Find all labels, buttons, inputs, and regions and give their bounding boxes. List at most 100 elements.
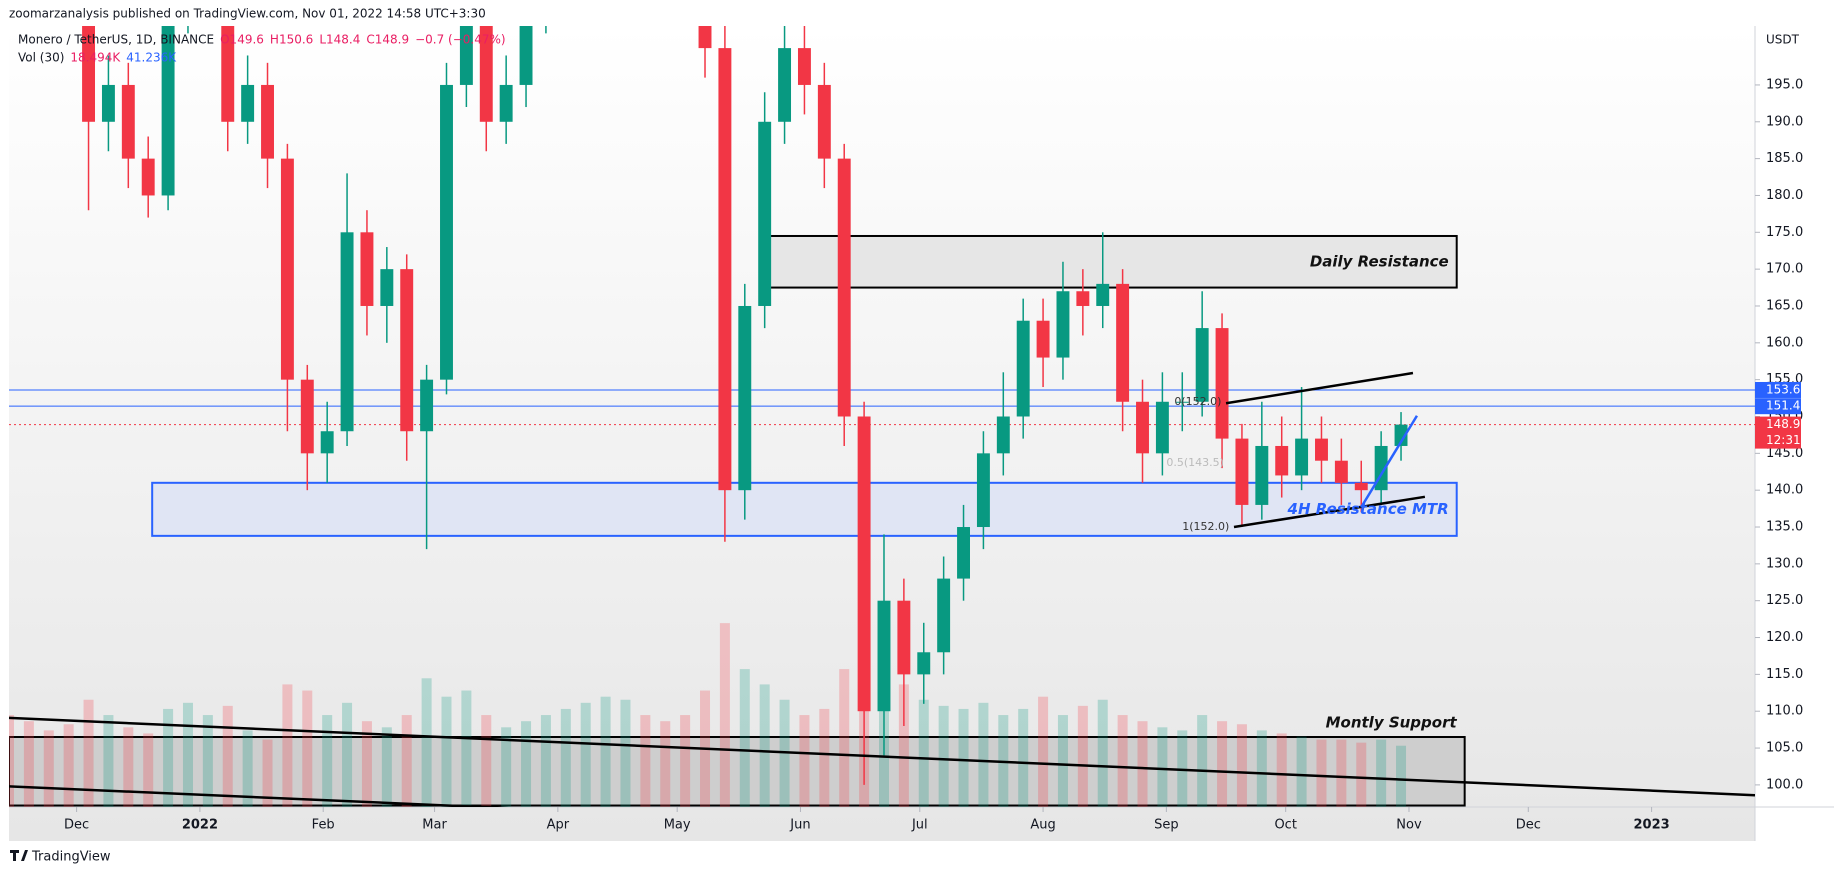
candle-body xyxy=(1255,445,1269,505)
candle-body xyxy=(360,232,374,306)
zone-label: Montly Support xyxy=(1326,714,1458,732)
volume-bar xyxy=(202,715,213,807)
y-tick-label: 135.0 xyxy=(1766,520,1803,535)
price-label-box xyxy=(1755,398,1801,415)
x-tick-label: 2023 xyxy=(1633,818,1669,833)
volume-bar xyxy=(103,715,114,807)
volume-bar xyxy=(600,696,611,807)
candle-body xyxy=(1354,482,1368,491)
x-tick-label: Dec xyxy=(1516,818,1541,833)
volume-bar xyxy=(9,715,14,807)
volume-bar xyxy=(759,684,770,807)
candle-body xyxy=(1315,438,1328,461)
zone-label: Daily Resistance xyxy=(1310,252,1449,270)
y-tick-label: 145.0 xyxy=(1766,446,1803,461)
candle-body xyxy=(1175,401,1189,403)
volume-bar xyxy=(1336,739,1347,807)
candle-body xyxy=(1394,424,1408,446)
trend-line xyxy=(1225,371,1414,405)
y-tick-label: 130.0 xyxy=(1766,556,1803,571)
volume-bar xyxy=(1157,727,1168,807)
volume-bar xyxy=(799,715,810,807)
volume-bar xyxy=(182,702,193,807)
y-tick-label: 120.0 xyxy=(1766,630,1803,645)
trend-line xyxy=(9,785,510,807)
candle-body xyxy=(1235,438,1249,505)
candle-body xyxy=(1275,445,1289,476)
candle-body xyxy=(1155,401,1169,454)
x-tick-label: Sep xyxy=(1154,818,1179,833)
candle-body xyxy=(698,26,712,49)
legend-item: C148.9 xyxy=(366,33,409,47)
candle-body xyxy=(479,26,493,122)
x-tick-label: Feb xyxy=(312,818,335,833)
volume-bar xyxy=(739,669,750,807)
volume-bar xyxy=(918,699,929,807)
trend-line xyxy=(9,716,1755,797)
overlay: Monero / TetherUS, 1D, BINANCE O149.6 H150… xyxy=(18,33,1820,833)
volume-bar xyxy=(580,702,591,807)
volume-bar xyxy=(43,730,54,807)
candle-body xyxy=(261,84,274,159)
candle-body xyxy=(420,379,434,432)
x-tick-label: Jun xyxy=(789,818,810,833)
candle-body xyxy=(937,578,951,653)
candle-body xyxy=(400,269,414,432)
candle-body xyxy=(1016,320,1030,417)
volume-bar xyxy=(1376,739,1387,807)
volume-bar xyxy=(1057,715,1068,807)
volume-bar xyxy=(1117,715,1128,807)
fib-label: 0.5(143.5) xyxy=(1166,456,1224,469)
volume-bar xyxy=(1197,715,1208,807)
volume-bar xyxy=(83,699,94,807)
price-label-box xyxy=(1755,416,1801,449)
candle-body xyxy=(161,26,175,196)
y-tick-label: 180.0 xyxy=(1766,188,1803,203)
y-tick-label: 190.0 xyxy=(1766,114,1803,129)
y-tick-label: 160.0 xyxy=(1766,335,1803,350)
x-tick-label: Apr xyxy=(547,818,570,833)
volume-bar xyxy=(501,727,512,807)
y-axis-title: USDT xyxy=(1766,33,1800,47)
volume-bar xyxy=(1018,708,1029,807)
volume-bar xyxy=(421,678,432,807)
y-tick-label: 185.0 xyxy=(1766,151,1803,166)
candle-body xyxy=(877,600,891,712)
candle-body xyxy=(837,158,851,417)
volume-bar xyxy=(958,708,969,807)
volume-bar xyxy=(63,724,74,807)
candle-body xyxy=(996,416,1010,454)
x-tick-label: Nov xyxy=(1396,818,1422,833)
volume-bar xyxy=(481,715,492,807)
y-tick-label: 105.0 xyxy=(1766,741,1803,756)
volume-bar xyxy=(461,690,472,807)
volume-bar xyxy=(719,623,730,807)
volume-bar xyxy=(322,715,333,807)
candle-body xyxy=(1056,291,1070,358)
candle-body xyxy=(1215,328,1229,439)
candle-body xyxy=(758,121,772,306)
fib-label: 1(152.0) xyxy=(1182,520,1229,533)
candle-body xyxy=(221,26,235,122)
candle-body xyxy=(957,527,970,579)
y-tick-label: 100.0 xyxy=(1766,777,1803,792)
volume-bar xyxy=(262,739,273,807)
candle-body xyxy=(82,26,96,122)
candle-body xyxy=(917,652,931,675)
volume-bar xyxy=(401,715,412,807)
price-label: 151.4 xyxy=(1766,399,1800,413)
x-tick-label: Dec xyxy=(64,818,89,833)
volume-bar xyxy=(123,727,134,807)
volume-bar xyxy=(521,721,532,807)
volume-legend-item: Vol (30) xyxy=(18,51,64,65)
candle-body xyxy=(738,305,752,491)
volume-bar xyxy=(1276,733,1287,807)
candle-body xyxy=(141,158,155,196)
volume-bar xyxy=(640,715,651,807)
candle-body xyxy=(897,600,911,675)
volume-bar xyxy=(620,699,631,807)
candle-body xyxy=(1076,291,1090,306)
legend-item: O149.6 xyxy=(220,33,264,47)
legend-item: L148.4 xyxy=(319,33,360,47)
